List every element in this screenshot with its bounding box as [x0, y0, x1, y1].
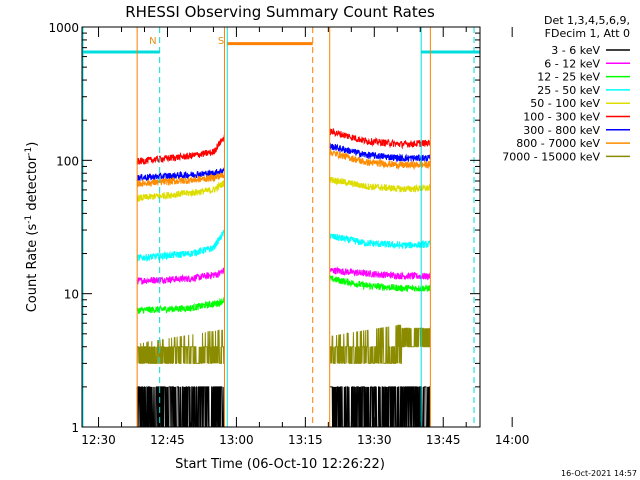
marker-label-n: N: [149, 36, 156, 47]
y-axis-label-sup2: -1: [24, 147, 34, 156]
x-axis-label: Start Time (06-Oct-10 12:26:22): [175, 457, 385, 472]
legend-entry-2: 6 - 12 keV: [544, 57, 630, 70]
y-axis-label-sup1: -1: [24, 215, 34, 224]
info-line-detectors: Det 1,3,4,5,6,9,: [544, 14, 630, 27]
legend-label-3: 12 - 25 keV: [537, 71, 600, 84]
legend-entry-5: 50 - 100 keV: [530, 97, 630, 110]
series-4-trace: [136, 229, 431, 262]
legend-label-2: 6 - 12 keV: [544, 57, 600, 70]
y-tick-label-2: 10: [64, 288, 79, 302]
y-tick-label-3: 100: [56, 154, 79, 168]
x-tick-label-4: 13:15: [288, 433, 323, 447]
axes: 12:30 12:45 13:00 13:15 13:30 13:45 14:00 1 10 10…: [48, 21, 529, 447]
plot-frame: [81, 26, 481, 428]
legend-label-6: 100 - 300 keV: [523, 111, 600, 124]
legend-entry-3: 12 - 25 keV: [537, 71, 630, 84]
y-tick-label-1: 1: [71, 421, 79, 435]
legend-label-7: 300 - 800 keV: [523, 124, 600, 137]
legend: Det 1,3,4,5,6,9, FDecim 1, Att 0 3 - 6 k…: [502, 14, 630, 163]
series-7-trace: [136, 143, 431, 182]
y-tick-label-4: 1000: [48, 21, 79, 35]
legend-entry-1: 3 - 6 keV: [551, 44, 630, 57]
render-timestamp: 16-Oct-2021 14:57: [561, 469, 637, 478]
x-tick-label-2: 12:45: [150, 433, 185, 447]
y-axis-label-end: ): [25, 142, 40, 147]
series-8-trace: [136, 149, 431, 188]
marker-label-s: S: [218, 36, 224, 47]
x-tick-label-1: 12:30: [81, 433, 116, 447]
legend-label-5: 50 - 100 keV: [530, 97, 600, 110]
legend-entry-9: 7000 - 15000 keV: [502, 150, 630, 163]
legend-label-1: 3 - 6 keV: [551, 44, 600, 57]
series-5-trace: [136, 176, 431, 202]
legend-entry-6: 100 - 300 keV: [523, 111, 630, 124]
x-tick-label-6: 13:45: [426, 433, 461, 447]
series-9-trace: [136, 324, 431, 364]
y-axis-label: Count Rate (s-1 detector-1): [24, 142, 40, 313]
x-tick-label-7: 14:00: [495, 433, 530, 447]
series-6-trace: [136, 127, 431, 165]
x-tick-label-3: 13:00: [219, 433, 254, 447]
y-axis-label-mid: detector: [25, 155, 40, 215]
series-3-trace: [136, 275, 431, 314]
legend-entry-7: 300 - 800 keV: [523, 124, 630, 137]
info-line-decimation: FDecim 1, Att 0: [545, 27, 630, 40]
y-axis-label-main: Count Rate (s: [25, 224, 40, 313]
x-tick-label-5: 13:30: [357, 433, 392, 447]
series-2-trace: [136, 266, 431, 285]
legend-label-8: 800 - 7000 keV: [516, 137, 600, 150]
legend-entry-4: 25 - 50 keV: [537, 84, 630, 97]
legend-label-4: 25 - 50 keV: [537, 84, 600, 97]
legend-label-9: 7000 - 15000 keV: [502, 150, 600, 163]
chart-title: RHESSI Observing Summary Count Rates: [125, 3, 435, 21]
legend-entry-8: 800 - 7000 keV: [516, 137, 630, 150]
